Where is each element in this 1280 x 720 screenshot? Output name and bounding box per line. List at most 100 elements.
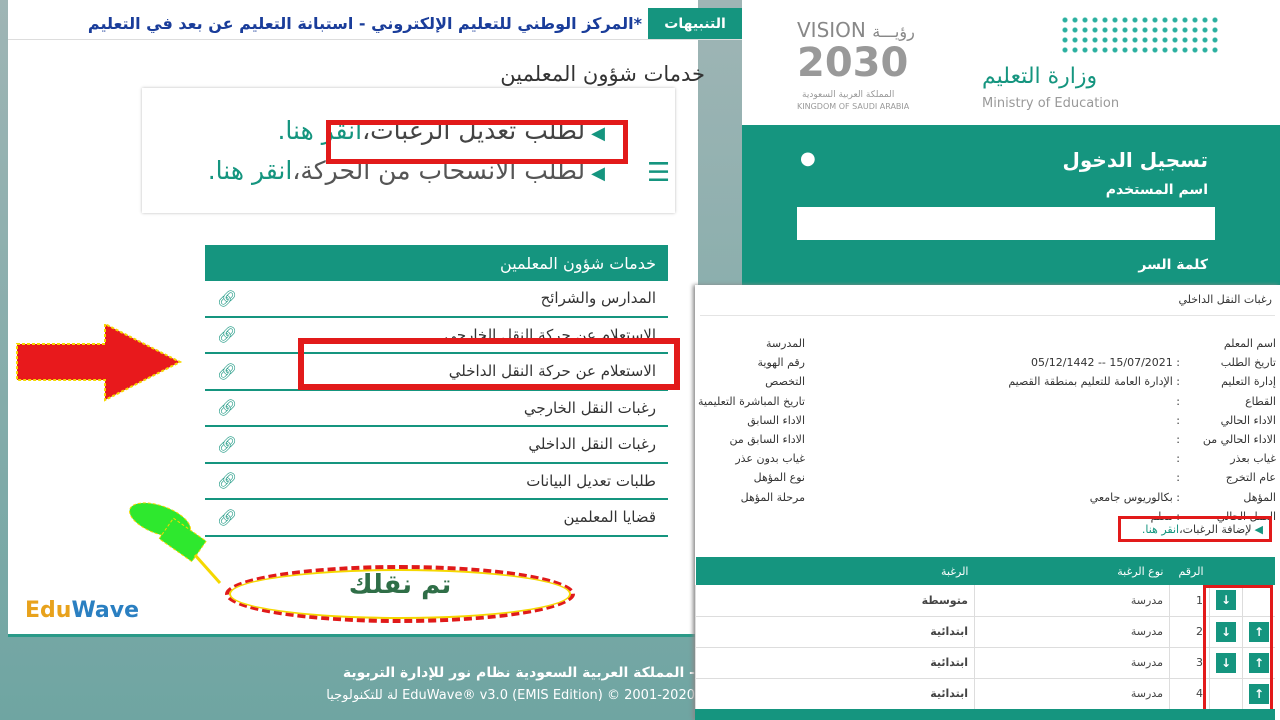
password-label: كلمة السر [1138,257,1208,273]
move-up-button[interactable]: ↑ [1249,683,1269,704]
ministry-ar: وزارة التعليم [982,64,1098,89]
field-label: عام التخرج [1225,471,1276,485]
username-label: اسم المستخدم [1105,182,1208,198]
annotation-ellipse [225,565,575,623]
menu-item-label: الاستعلام عن حركة النقل الداخلي [448,362,656,381]
field-label: مرحلة المؤهل [740,490,805,504]
col-up [1242,557,1275,585]
vision-2030: 2030 [797,40,909,86]
field-label: المؤهل [1243,490,1276,504]
vision-logo: VISION رؤيـــة [797,18,915,42]
field-value: : الإدارة العامة للتعليم بمنطقة القصيم [1008,375,1180,389]
triangle-icon: ◀ [1254,522,1263,536]
cell-type: مدرسة [974,585,1170,617]
move-down-button[interactable]: ↓ [1216,652,1236,673]
footer-line-1[interactable]: - المملكة العربية السعودية نظام نور للإد… [342,665,695,681]
link-icon: 🔗︎ [217,325,238,345]
triangle-icon: ◀ [591,123,605,144]
field-value: : [1176,452,1180,466]
move-down-button[interactable]: ↓ [1216,621,1236,642]
triangle-icon: ◀ [591,163,605,184]
alerts-ticker[interactable]: *المركز الوطني للتعليم الإلكتروني - استب… [87,14,642,33]
menu-item[interactable]: المدارس والشرائح 🔗︎ [205,281,668,318]
field-value: : [1176,433,1180,446]
menu-item[interactable]: رغبات النقل الخارجي 🔗︎ [205,391,668,427]
link-icon: 🔗︎ [217,288,238,308]
table-row: ↑ ↓ 2 مدرسة ابتدائية [695,616,1275,648]
cell-wish: ابتدائية [695,678,975,710]
kingdom-ar: المملكة العربية السعودية [802,90,895,100]
menu-item[interactable]: قضايا المعلمين 🔗︎ [205,500,668,537]
cell-wish: ابتدائية [695,647,975,679]
cell-num: 4 [1169,678,1210,710]
col-num: الرقم [1169,557,1210,585]
move-down-button[interactable]: ↓ [1216,590,1236,611]
col-type: نوع الرغبة [974,557,1170,585]
link-icon: 🔗︎ [217,507,238,527]
footer-line-2: EduWave® v3.0 (EMIS Edition) © 2001-2020… [326,688,695,703]
cell-num: 1 [1169,585,1210,617]
field-label: تاريخ المباشرة التعليمية [698,394,805,408]
field-label: اسم المعلم [1223,337,1276,350]
field-value: : بكالوريوس جامعي [1089,490,1180,504]
alerts-label: التنبيهات [648,8,742,39]
username-input[interactable] [797,207,1215,240]
login-title: تسجيل الدخول [1062,148,1208,172]
menu-item-label: طلبات تعديل البيانات [526,471,656,490]
click-here[interactable]: انقر هنا. [1141,522,1180,536]
field-label: رقم الهوية [757,356,805,370]
add-wishes-link[interactable]: ◀ لإضافة الرغبات، انقر هنا. [1118,516,1272,542]
field-value: : [1176,471,1180,485]
moved-message: تم نقلك [348,570,452,600]
field-label: غياب بدون عذر [735,452,805,466]
highlight-box [326,120,628,164]
page-title: خدمات شؤون المعلمين [500,62,705,86]
eduwave-logo: EduWave [25,598,140,623]
field-label: الاداء السابق [747,413,805,427]
field-label: التخصص [765,375,805,389]
menu-item-label: رغبات النقل الخارجي [523,398,656,417]
table-footer [695,709,1275,720]
wishes-table: الرقم نوع الرغبة الرغبة ↓ 1 مدرسة متوسطة… [695,557,1275,710]
alerts-bar: التنبيهات *المركز الوطني للتعليم الإلكتر… [8,8,742,40]
highlight-box [1203,585,1273,720]
field-label: القطاع [1245,394,1276,408]
table-row: ↑ ↓ 3 مدرسة ابتدائية [695,647,1275,679]
cell-type: مدرسة [974,678,1170,710]
field-label: غياب بعذر [1230,452,1276,466]
cell-type: مدرسة [974,647,1170,679]
link-text: لإضافة الرغبات، [1179,522,1252,536]
menu-header: خدمات شؤون المعلمين [205,245,668,281]
cell-wish: متوسطة [695,585,975,617]
field-label: نوع المؤهل [753,471,805,485]
col-wish: الرغبة [695,557,975,585]
zoomed-links-inset: ◀لطلب تعديل الرغبات،انقر هنا. ◀لطلب الان… [142,88,675,213]
move-up-button[interactable]: ↑ [1249,621,1269,642]
menu-item-label: رغبات النقل الداخلي [528,435,656,454]
field-value: : [1176,394,1180,408]
menu-item-label: قضايا المعلمين [563,508,657,527]
menu-item[interactable]: طلبات تعديل البيانات 🔗︎ [205,464,668,500]
field-label: الاداء الحالي من [1202,433,1276,446]
table-row: ↑ 4 مدرسة ابتدائية [695,678,1275,710]
logos-header: VISION رؤيـــة 2030 المملكة العربية السع… [742,0,1280,125]
link-icon: 🔗︎ [217,398,238,418]
menu-item[interactable]: رغبات النقل الداخلي 🔗︎ [205,427,668,464]
cell-num: 2 [1169,616,1210,648]
cell-num: 3 [1169,647,1210,679]
field-label: إدارة التعليم [1221,375,1276,389]
highlight-box [298,338,680,390]
red-arrow-icon [16,322,183,402]
field-label: الاداء الحالي [1220,413,1276,427]
ministry-en: Ministry of Education [982,96,1120,111]
user-icon: ● [800,148,816,169]
move-up-button[interactable]: ↑ [1249,652,1269,673]
click-here[interactable]: انقر هنا. [207,156,293,185]
menu-item-label: المدارس والشرائح [540,289,656,308]
col-down [1209,557,1243,585]
pushpin-icon [129,502,222,584]
cell-type: مدرسة [974,616,1170,648]
cell-wish: ابتدائية [695,616,975,648]
link-icon: 🔗︎ [217,471,238,491]
field-value: : [1176,413,1180,427]
